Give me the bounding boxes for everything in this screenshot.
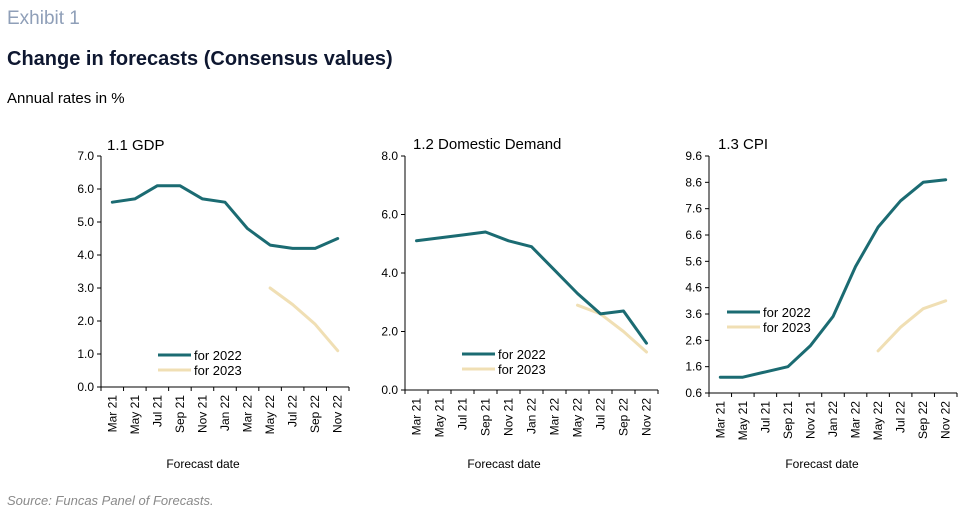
legend-label-2022: for 2022 xyxy=(498,347,546,362)
y-tick-label: 5.6 xyxy=(685,254,702,268)
x-tick-label: Sep 21 xyxy=(479,398,493,436)
series-line-2022 xyxy=(415,230,648,345)
x-axis-title: Forecast date xyxy=(467,457,541,471)
chart-title: 1.1 GDP xyxy=(107,137,165,154)
y-tick-label: 5.0 xyxy=(77,215,94,229)
x-tick-label: May 21 xyxy=(736,401,750,441)
x-tick-label: Nov 22 xyxy=(640,398,654,436)
x-tick-label: Nov 21 xyxy=(195,395,209,433)
y-tick-label: 7.0 xyxy=(77,149,94,163)
x-tick-label: Sep 21 xyxy=(781,401,795,439)
x-tick-label: May 22 xyxy=(571,398,585,438)
y-tick-label: 8.6 xyxy=(685,175,702,189)
legend-label-2022: for 2022 xyxy=(194,348,242,363)
x-tick-label: Mar 21 xyxy=(410,398,424,436)
series-line-2023 xyxy=(576,303,648,354)
x-tick-label: May 22 xyxy=(263,395,277,435)
y-tick-label: 1.0 xyxy=(77,347,94,361)
y-tick-label: 9.6 xyxy=(685,149,702,163)
x-tick-label: Jan 22 xyxy=(525,398,539,434)
x-tick-label: Mar 22 xyxy=(849,401,863,439)
page-title: Change in forecasts (Consensus values) xyxy=(7,48,393,70)
x-tick-label: Nov 21 xyxy=(803,401,817,439)
y-tick-label: 2.6 xyxy=(685,333,702,347)
x-tick-label: Nov 22 xyxy=(939,401,953,439)
legend-label-2022: for 2022 xyxy=(763,305,811,320)
source-note: Source: Funcas Panel of Forecasts. xyxy=(7,493,214,508)
x-tick-label: Sep 22 xyxy=(308,395,322,433)
series-line-2023 xyxy=(876,299,948,353)
x-tick-label: May 21 xyxy=(128,395,142,435)
y-tick-label: 3.0 xyxy=(77,281,94,295)
x-tick-label: May 22 xyxy=(871,401,885,441)
x-tick-label: Sep 22 xyxy=(617,398,631,436)
y-tick-label: 7.6 xyxy=(685,202,702,216)
x-tick-label: Mar 22 xyxy=(241,395,255,433)
y-tick-label: 4.0 xyxy=(77,248,94,262)
exhibit-label: Exhibit 1 xyxy=(7,8,80,29)
legend-label-2023: for 2023 xyxy=(498,362,546,377)
x-tick-label: Sep 22 xyxy=(916,401,930,439)
x-tick-label: Jul 22 xyxy=(594,398,608,430)
x-tick-label: Jul 22 xyxy=(894,401,908,433)
legend-label-2023: for 2023 xyxy=(194,363,242,378)
x-axis-title: Forecast date xyxy=(785,457,859,471)
y-tick-label: 6.0 xyxy=(381,208,398,222)
x-tick-label: Nov 21 xyxy=(502,398,516,436)
x-tick-label: Jan 22 xyxy=(826,401,840,437)
chart-title: 1.3 CPI xyxy=(718,136,768,153)
y-tick-label: 2.0 xyxy=(77,314,94,328)
x-tick-label: Jul 21 xyxy=(758,401,772,433)
x-tick-label: Jan 22 xyxy=(218,395,232,431)
y-tick-label: 6.0 xyxy=(77,182,94,196)
x-tick-label: Nov 22 xyxy=(331,395,345,433)
page-subtitle: Annual rates in % xyxy=(7,90,125,107)
x-tick-label: Mar 21 xyxy=(713,401,727,439)
x-tick-label: May 21 xyxy=(433,398,447,438)
y-tick-label: 4.6 xyxy=(685,281,702,295)
y-tick-label: 3.6 xyxy=(685,307,702,321)
y-tick-label: 1.6 xyxy=(685,360,702,374)
y-tick-label: 2.0 xyxy=(381,325,398,339)
x-tick-label: Jul 22 xyxy=(286,395,300,427)
series-line-2022 xyxy=(718,178,948,379)
x-tick-label: Mar 22 xyxy=(548,398,562,436)
x-tick-label: Sep 21 xyxy=(173,395,187,433)
x-tick-label: Jul 21 xyxy=(456,398,470,430)
y-tick-label: 0.0 xyxy=(381,383,398,397)
chart-title: 1.2 Domestic Demand xyxy=(413,136,561,153)
y-tick-label: 8.0 xyxy=(381,149,398,163)
x-tick-label: Mar 21 xyxy=(105,395,119,433)
x-tick-label: Jul 21 xyxy=(150,395,164,427)
legend-label-2023: for 2023 xyxy=(763,320,811,335)
y-tick-label: 0.6 xyxy=(685,386,702,400)
series-line-2023 xyxy=(268,286,340,353)
y-tick-label: 6.6 xyxy=(685,228,702,242)
x-axis-title: Forecast date xyxy=(166,457,240,471)
y-tick-label: 0.0 xyxy=(77,380,94,394)
y-tick-label: 4.0 xyxy=(381,266,398,280)
